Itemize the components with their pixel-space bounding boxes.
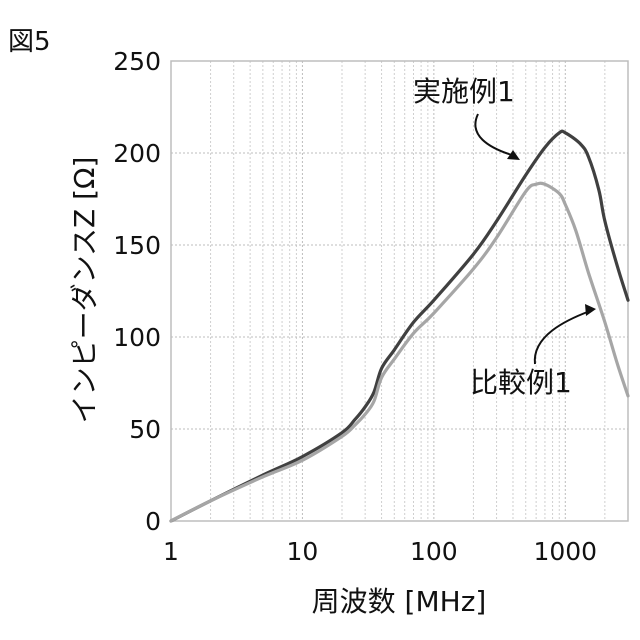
annotation-label-comparative1: 比較例1 bbox=[470, 366, 572, 399]
x-tick-label: 1000 bbox=[533, 537, 597, 566]
annotation-layer: 実施例1 比較例1 bbox=[413, 75, 596, 399]
x-tick-label: 10 bbox=[287, 537, 319, 566]
x-tick-label: 100 bbox=[410, 537, 458, 566]
y-tick-label: 150 bbox=[113, 231, 161, 260]
y-axis-ticks: 0 50 100 150 200 250 bbox=[113, 47, 161, 536]
x-tick-label: 1 bbox=[163, 537, 179, 566]
y-tick-label: 200 bbox=[113, 139, 161, 168]
annotation-arrowhead-comparative1 bbox=[585, 304, 596, 316]
y-tick-label: 100 bbox=[113, 323, 161, 352]
x-axis-title: 周波数 [MHz] bbox=[312, 585, 487, 618]
y-axis-title: インピーダンスZ [Ω] bbox=[68, 157, 101, 424]
y-tick-label: 0 bbox=[145, 507, 161, 536]
y-tick-label: 250 bbox=[113, 47, 161, 76]
annotation-arrow-example1 bbox=[475, 114, 515, 156]
figure-label: 図5 bbox=[8, 27, 51, 57]
x-axis-ticks: 1 10 100 1000 bbox=[163, 537, 597, 566]
y-tick-label: 50 bbox=[129, 415, 161, 444]
annotation-label-example1: 実施例1 bbox=[413, 75, 515, 108]
